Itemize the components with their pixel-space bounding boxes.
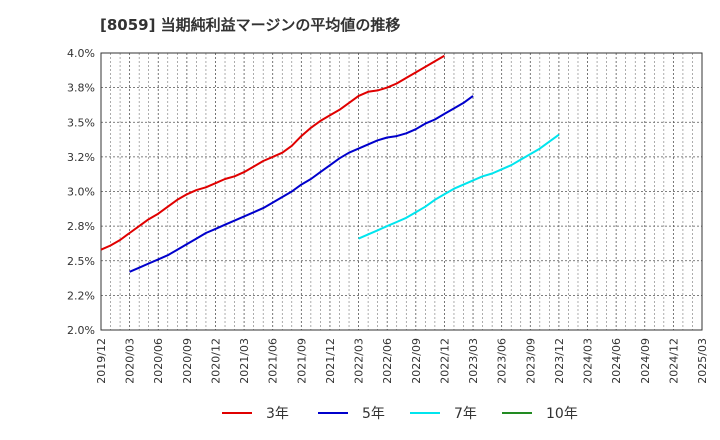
x-tick-label: 2022/09 — [410, 338, 423, 384]
x-tick-label: 2020/06 — [152, 338, 165, 384]
x-tick-label: 2021/06 — [267, 338, 280, 384]
y-tick-label: 2.8% — [67, 220, 95, 233]
y-tick-label: 3.2% — [67, 151, 95, 164]
x-tick-label: 2024/12 — [667, 338, 680, 384]
series-line-1 — [100, 54, 445, 251]
legend-label-2: 5年 — [362, 406, 385, 422]
x-tick-label: 2022/12 — [438, 338, 451, 384]
y-tick-label: 3.5% — [67, 116, 95, 129]
legend-label-4: 10年 — [546, 406, 578, 422]
series-line-2 — [129, 95, 474, 273]
legend-label-1: 3年 — [266, 406, 289, 422]
x-tick-label: 2021/03 — [238, 338, 251, 384]
x-tick-label: 2023/06 — [496, 338, 509, 384]
y-tick-label: 2.5% — [67, 255, 95, 268]
x-tick-label: 2024/03 — [582, 338, 595, 384]
x-tick-label: 2021/09 — [295, 338, 308, 384]
x-tick-label: 2024/09 — [639, 338, 652, 384]
x-tick-label: 2022/03 — [353, 338, 366, 384]
x-tick-label: 2023/09 — [524, 338, 537, 384]
plot-border — [100, 52, 703, 331]
legend-label-3: 7年 — [454, 406, 477, 422]
x-tick-label: 2022/06 — [381, 338, 394, 384]
y-tick-label: 4.0% — [67, 47, 95, 60]
y-tick-label: 2.2% — [67, 289, 95, 302]
x-tick-label: 2023/12 — [553, 338, 566, 384]
y-tick-label: 3.8% — [67, 82, 95, 95]
x-tick-label: 2019/12 — [95, 338, 108, 384]
x-tick-label: 2021/12 — [324, 338, 337, 384]
y-tick-label: 2.0% — [67, 324, 95, 337]
x-tick-label: 2020/03 — [124, 338, 137, 384]
series-line-3 — [358, 133, 560, 240]
x-tick-label: 2025/03 — [696, 338, 709, 384]
x-tick-label: 2020/09 — [181, 338, 194, 384]
y-tick-label: 3.0% — [67, 186, 95, 199]
x-tick-label: 2023/03 — [467, 338, 480, 384]
x-tick-label: 2020/12 — [209, 338, 222, 384]
chart-title: [8059] 当期純利益マージンの平均値の推移 — [100, 16, 401, 34]
x-tick-label: 2024/06 — [610, 338, 623, 384]
